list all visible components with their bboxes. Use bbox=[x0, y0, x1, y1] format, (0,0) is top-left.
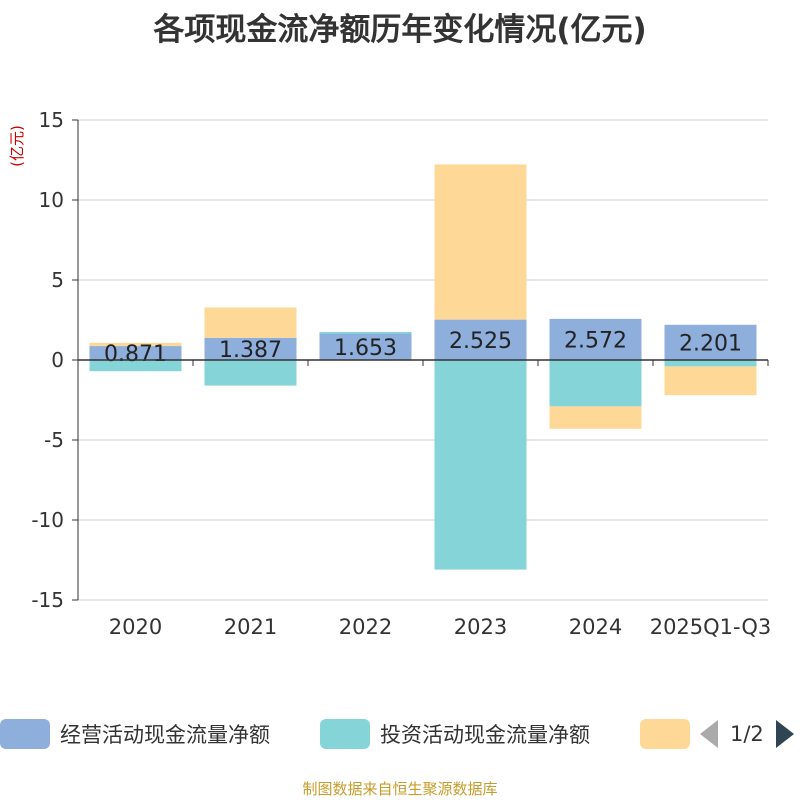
bar-investing-2025Q1-Q3 bbox=[664, 360, 757, 367]
bar-operating-2022 bbox=[319, 333, 412, 360]
bar-investing-2023 bbox=[434, 360, 527, 570]
bar-financing-2025Q1-Q3 bbox=[664, 366, 757, 396]
data-label-2024: 2.572 bbox=[564, 328, 627, 353]
chart-canvas: 15 10 5 0 -5 -10 -15 (亿元) 0.871 1.387 1.653 2.525 2.… bbox=[8, 108, 772, 639]
bar-financing-2023 bbox=[434, 164, 527, 320]
bar-financing-2021 bbox=[204, 307, 297, 338]
bar-operating-2023 bbox=[434, 319, 527, 360]
bar-operating-2024 bbox=[549, 318, 642, 360]
bar-investing-2024 bbox=[549, 360, 642, 407]
data-label-2020: 0.871 bbox=[104, 342, 167, 367]
legend-swatch-investing bbox=[320, 719, 370, 749]
y-tick-label-2: 5 bbox=[51, 268, 64, 292]
data-label-2023: 2.525 bbox=[449, 329, 512, 354]
legend-label-operating: 经营活动现金流量净额 bbox=[60, 723, 270, 747]
x-tick-label-2021: 2021 bbox=[224, 615, 277, 639]
data-label-2022: 1.653 bbox=[334, 336, 397, 361]
legend-swatch-operating bbox=[0, 719, 50, 749]
y-tick-label-0: 15 bbox=[39, 108, 64, 132]
bar-operating-2020 bbox=[89, 346, 182, 360]
x-tick-label-2025Q1-Q3: 2025Q1-Q3 bbox=[650, 615, 772, 639]
legend-item-financing[interactable] bbox=[640, 712, 690, 756]
legend-pager: 1/2 bbox=[700, 712, 794, 756]
bar-financing-2024 bbox=[549, 406, 642, 429]
bar-financing-2020 bbox=[89, 342, 182, 347]
bar-operating-2025Q1-Q3 bbox=[664, 324, 757, 360]
legend-prev-icon[interactable] bbox=[700, 720, 718, 748]
y-tick-label-3: 0 bbox=[51, 348, 64, 372]
bar-investing-2021 bbox=[204, 360, 297, 386]
bar-investing-2020 bbox=[89, 360, 182, 372]
data-source-note: 制图数据来自恒生聚源数据库 bbox=[302, 780, 498, 798]
legend-swatch-financing bbox=[640, 719, 690, 749]
y-tick-label-1: 10 bbox=[39, 188, 64, 212]
bar-investing-2022 bbox=[319, 331, 412, 334]
legend-item-operating[interactable]: 经营活动现金流量净额 bbox=[0, 712, 270, 756]
data-label-2021: 1.387 bbox=[219, 338, 282, 363]
data-label-2025Q1-Q3: 2.201 bbox=[679, 331, 742, 356]
y-tick-label-4: -5 bbox=[44, 428, 64, 452]
chart-title: 各项现金流净额历年变化情况(亿元) bbox=[153, 12, 647, 48]
legend-item-investing[interactable]: 投资活动现金流量净额 bbox=[320, 712, 590, 756]
y-tick-label-6: -15 bbox=[31, 588, 64, 612]
legend-next-icon[interactable] bbox=[775, 720, 794, 748]
x-tick-label-2022: 2022 bbox=[339, 615, 392, 639]
y-tick-label-5: -10 bbox=[31, 508, 64, 532]
x-tick-label-2024: 2024 bbox=[569, 615, 622, 639]
legend-page-indicator: 1/2 bbox=[730, 722, 764, 746]
legend-label-investing: 投资活动现金流量净额 bbox=[380, 723, 590, 747]
x-tick-label-2023: 2023 bbox=[454, 615, 507, 639]
x-tick-label-2020: 2020 bbox=[109, 615, 162, 639]
y-axis-label: (亿元) bbox=[8, 125, 26, 167]
bar-operating-2021 bbox=[204, 337, 297, 360]
legend: 经营活动现金流量净额 投资活动现金流量净额 1/2 bbox=[0, 712, 800, 756]
